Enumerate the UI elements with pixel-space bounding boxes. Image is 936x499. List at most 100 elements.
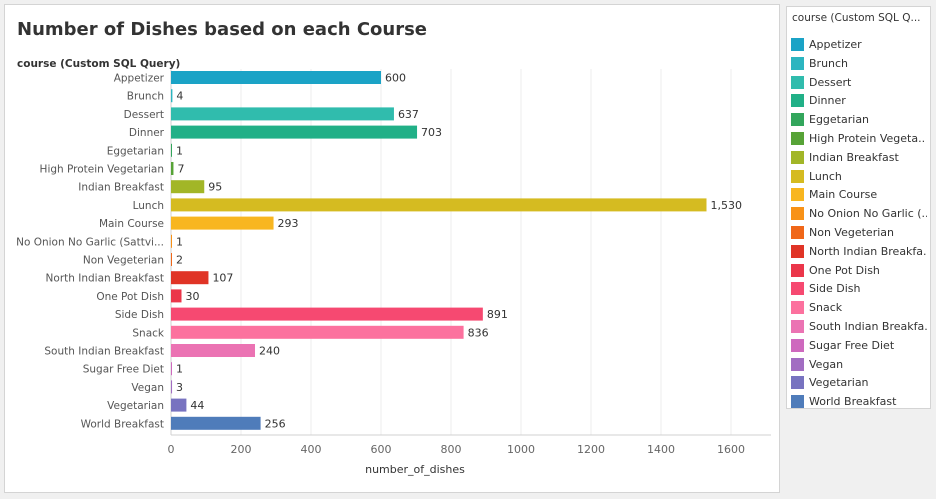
data-label: 240 bbox=[259, 345, 280, 358]
legend-swatch bbox=[791, 94, 804, 108]
category-label: Indian Breakfast bbox=[78, 182, 164, 194]
legend-swatch bbox=[791, 75, 804, 89]
legend-label: Dessert bbox=[809, 75, 852, 89]
x-tick-label: 0 bbox=[168, 443, 175, 456]
legend-label: Appetizer bbox=[809, 38, 862, 51]
data-label: 1 bbox=[176, 363, 183, 376]
legend-item[interactable]: Indian Breakfast bbox=[791, 150, 930, 166]
legend-item[interactable]: Eggetarian bbox=[791, 112, 930, 128]
data-label: 256 bbox=[265, 417, 286, 430]
legend-item[interactable]: Main Course bbox=[791, 187, 930, 203]
bar bbox=[171, 89, 173, 103]
legend-swatch bbox=[791, 188, 804, 202]
legend-swatch bbox=[791, 113, 804, 127]
legend-swatch bbox=[791, 263, 804, 277]
category-label: High Protein Vegetarian bbox=[40, 164, 164, 176]
legend-item[interactable]: High Protein Vegeta.. bbox=[791, 131, 930, 147]
x-axis-ticks: 0 200 400 600 800 1000 1200 1400 1600 bbox=[168, 443, 746, 456]
bar bbox=[171, 398, 187, 412]
legend-item[interactable]: Side Dish bbox=[791, 281, 930, 297]
legend-item[interactable]: Snack bbox=[791, 300, 930, 316]
bar-chart: course (Custom SQL Query) number_of_dish… bbox=[16, 58, 771, 476]
legend-title[interactable]: course (Custom SQL Q... bbox=[792, 12, 921, 24]
legend-label: Non Vegeterian bbox=[809, 226, 894, 239]
legend-swatch bbox=[791, 357, 804, 371]
bar bbox=[171, 125, 418, 139]
legend-label: Vegan bbox=[809, 357, 844, 371]
y-axis-title: course (Custom SQL Query) bbox=[17, 58, 180, 70]
category-label: Dinner bbox=[129, 127, 165, 139]
bar bbox=[171, 344, 255, 357]
category-labels: Appetizer Brunch Dessert Dinner Eggetarian Hi… bbox=[16, 73, 165, 431]
legend-swatch bbox=[791, 56, 804, 70]
data-label: 2 bbox=[176, 254, 183, 267]
legend-label: Snack bbox=[809, 301, 843, 315]
legend-item[interactable]: Lunch bbox=[791, 169, 930, 185]
legend-label: South Indian Breakfa.. bbox=[809, 320, 927, 333]
bar bbox=[171, 71, 381, 84]
legend-swatch bbox=[791, 376, 804, 390]
legend-swatch bbox=[791, 132, 804, 145]
legend-label: Main Course bbox=[809, 188, 878, 202]
chart-panel: Number of Dishes based on each Course co… bbox=[4, 4, 780, 493]
x-tick-label: 400 bbox=[301, 443, 322, 456]
x-tick-label: 200 bbox=[231, 443, 252, 456]
x-tick-label: 600 bbox=[371, 443, 392, 456]
legend-item[interactable]: World Breakfast bbox=[791, 394, 930, 408]
data-label: 637 bbox=[398, 108, 419, 121]
data-label: 3 bbox=[176, 381, 183, 394]
data-label: 107 bbox=[212, 272, 233, 285]
bar bbox=[171, 380, 173, 394]
legend-item[interactable]: Dinner bbox=[791, 93, 930, 109]
bar bbox=[171, 198, 707, 212]
legend-item[interactable]: One Pot Dish bbox=[791, 263, 930, 279]
category-label: Vegetarian bbox=[107, 400, 164, 412]
bar bbox=[171, 107, 394, 121]
legend: course (Custom SQL Q... Appetizer Brunch D… bbox=[786, 6, 931, 409]
category-label: World Breakfast bbox=[81, 418, 164, 430]
legend-swatch bbox=[791, 150, 804, 164]
legend-item[interactable]: Vegetarian bbox=[791, 375, 930, 391]
data-label: 4 bbox=[176, 90, 183, 103]
legend-item[interactable]: No Onion No Garlic (.. bbox=[791, 206, 930, 222]
legend-item[interactable]: South Indian Breakfa.. bbox=[791, 319, 930, 335]
legend-item[interactable]: Non Vegeterian bbox=[791, 225, 930, 241]
category-label: Dessert bbox=[124, 109, 164, 121]
legend-label: One Pot Dish bbox=[809, 263, 880, 277]
x-tick-label: 1600 bbox=[717, 443, 745, 456]
data-label: 600 bbox=[385, 72, 406, 85]
legend-label: North Indian Breakfa.. bbox=[809, 244, 927, 258]
data-label: 7 bbox=[177, 163, 184, 176]
legend-item[interactable]: North Indian Breakfa.. bbox=[791, 244, 930, 260]
x-tick-label: 800 bbox=[441, 443, 462, 456]
bar bbox=[171, 234, 172, 248]
category-label: Appetizer bbox=[114, 73, 165, 85]
legend-label: Eggetarian bbox=[809, 113, 870, 127]
bar bbox=[171, 271, 209, 285]
legend-label: High Protein Vegeta.. bbox=[809, 132, 926, 145]
category-label: Vegan bbox=[131, 382, 164, 394]
category-label: Sugar Free Diet bbox=[83, 364, 164, 376]
bar bbox=[171, 180, 205, 194]
legend-item[interactable]: Vegan bbox=[791, 357, 930, 373]
x-tick-label: 1200 bbox=[577, 443, 605, 456]
data-label: 836 bbox=[468, 326, 489, 339]
legend-label: Indian Breakfast bbox=[809, 150, 899, 164]
chart-title: Number of Dishes based on each Course bbox=[17, 19, 428, 40]
data-label: 703 bbox=[421, 126, 442, 139]
category-label: Eggetarian bbox=[107, 145, 164, 157]
legend-item[interactable]: Dessert bbox=[791, 75, 930, 91]
legend-swatch bbox=[791, 226, 804, 239]
legend-item[interactable]: Appetizer bbox=[791, 37, 930, 53]
legend-label: Dinner bbox=[809, 94, 846, 108]
bar bbox=[171, 162, 174, 175]
bar bbox=[171, 362, 172, 376]
data-label: 891 bbox=[487, 308, 508, 321]
legend-item[interactable]: Sugar Free Diet bbox=[791, 338, 930, 354]
bar bbox=[171, 416, 261, 430]
legend-swatch bbox=[791, 207, 804, 221]
category-label: Snack bbox=[132, 327, 165, 339]
legend-label: No Onion No Garlic (.. bbox=[809, 207, 927, 221]
legend-swatch bbox=[791, 338, 804, 352]
legend-item[interactable]: Brunch bbox=[791, 56, 930, 72]
